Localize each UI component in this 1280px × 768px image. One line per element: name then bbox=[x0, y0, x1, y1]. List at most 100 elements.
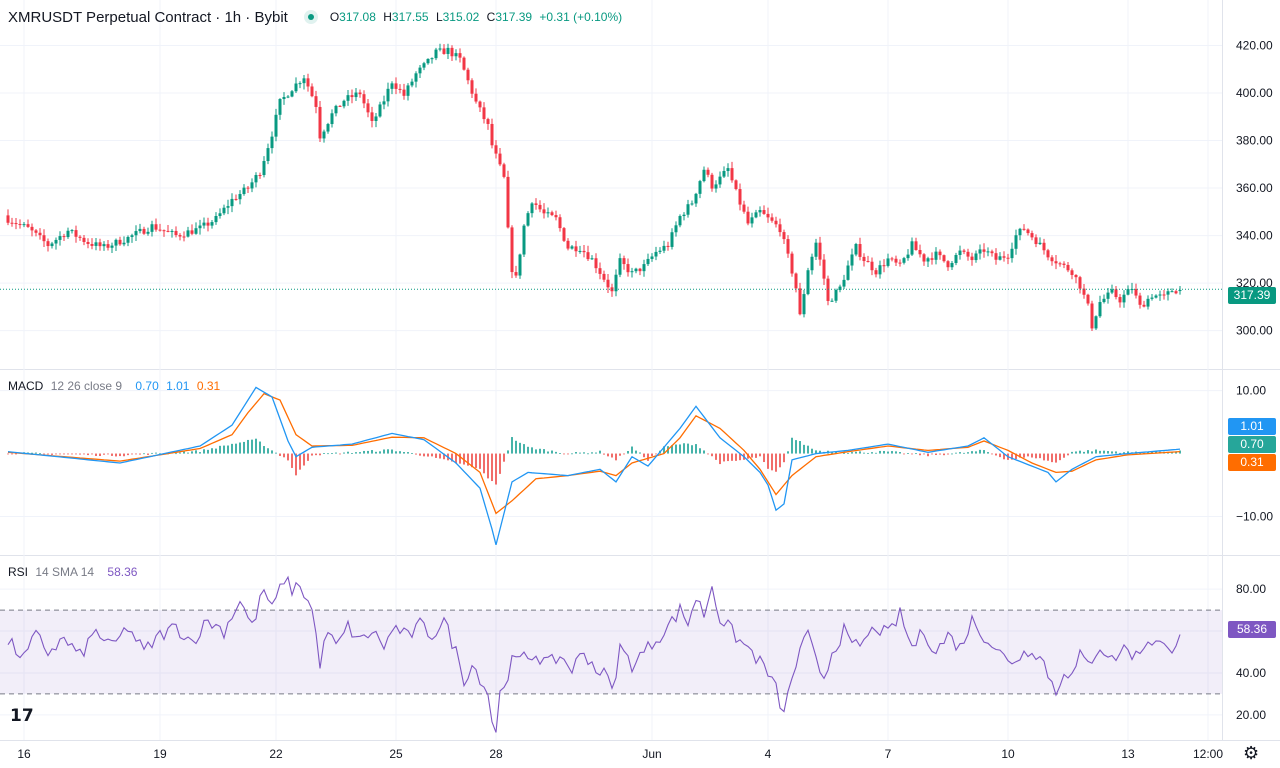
candle-body bbox=[178, 235, 182, 237]
candle-body bbox=[714, 184, 718, 189]
macd-histogram-bar bbox=[583, 452, 585, 454]
candle-body bbox=[150, 224, 154, 232]
macd-histogram-bar bbox=[95, 453, 97, 456]
candle-body bbox=[378, 104, 382, 117]
candle-body bbox=[34, 230, 38, 233]
macd-histogram-bar bbox=[471, 453, 473, 468]
candle-body bbox=[450, 47, 454, 57]
candle-body bbox=[1150, 297, 1154, 299]
candle-body bbox=[774, 220, 778, 225]
candle-body bbox=[190, 230, 194, 234]
candle-body bbox=[426, 58, 430, 64]
tradingview-logo-icon[interactable]: 17 bbox=[10, 706, 34, 726]
x-tick-label: 19 bbox=[153, 747, 167, 761]
candle-body bbox=[654, 251, 658, 257]
macd-histogram-bar bbox=[1147, 451, 1149, 454]
candle-body bbox=[994, 253, 998, 260]
macd-signal-line bbox=[7, 392, 1181, 515]
macd-histogram-bar bbox=[455, 453, 457, 464]
candle-body bbox=[466, 69, 470, 81]
candle-body bbox=[1034, 237, 1038, 245]
candle-body bbox=[690, 203, 694, 205]
macd-histogram-bar bbox=[759, 453, 761, 457]
candle-body bbox=[78, 236, 82, 238]
macd-legend[interactable]: MACD 12 26 close 9 0.70 1.01 0.31 bbox=[8, 379, 224, 393]
macd-histogram-bar bbox=[859, 451, 861, 454]
candle-body bbox=[114, 239, 118, 246]
macd-histogram-bar bbox=[59, 453, 61, 455]
macd-histogram-bar bbox=[219, 445, 221, 454]
candle-body bbox=[906, 254, 910, 259]
symbol-title[interactable]: XMRUSDT Perpetual Contract · 1h · Bybit bbox=[8, 8, 288, 26]
candle-body bbox=[1174, 291, 1178, 294]
macd-histogram-bar bbox=[599, 450, 601, 454]
macd-histogram-bar bbox=[663, 446, 665, 454]
macd-histogram-bar bbox=[1011, 453, 1013, 460]
candle-body bbox=[430, 58, 434, 60]
candle-body bbox=[1058, 263, 1062, 265]
macd-histogram-bar bbox=[1103, 450, 1105, 454]
candle-body bbox=[38, 232, 42, 236]
candle-body bbox=[334, 105, 338, 114]
candle-body bbox=[478, 101, 482, 108]
macd-histogram-bar bbox=[463, 453, 465, 465]
candle-body bbox=[10, 222, 14, 224]
candle-body bbox=[1146, 298, 1150, 307]
macd-histogram-bar bbox=[115, 453, 117, 457]
macd-histogram-bar bbox=[459, 453, 461, 464]
macd-histogram-bar bbox=[395, 451, 397, 454]
macd-histogram-bar bbox=[135, 453, 137, 455]
candle-body bbox=[382, 101, 386, 105]
candle-body bbox=[946, 261, 950, 268]
candle-body bbox=[1062, 263, 1066, 265]
candle-body bbox=[890, 258, 894, 260]
macd-histogram-bar bbox=[79, 453, 81, 455]
macd-histogram-bar bbox=[147, 453, 149, 455]
candle-body bbox=[230, 198, 234, 207]
macd-histogram-bar bbox=[683, 443, 685, 454]
candle-body bbox=[106, 244, 110, 248]
macd-histogram-bar bbox=[715, 453, 717, 460]
macd-histogram-bar bbox=[11, 453, 13, 455]
candle-body bbox=[326, 124, 330, 132]
macd-histogram-bar bbox=[711, 453, 713, 457]
rsi-legend[interactable]: RSI 14 SMA 14 58.36 bbox=[8, 565, 141, 579]
candle-body bbox=[778, 224, 782, 233]
candle-body bbox=[886, 258, 890, 266]
macd-histogram-bar bbox=[323, 453, 325, 454]
x-tick-label: 12:00 bbox=[1193, 747, 1223, 761]
macd-histogram-bar bbox=[895, 451, 897, 454]
macd-histogram-bar bbox=[267, 448, 269, 454]
macd-histogram-bar bbox=[291, 453, 293, 468]
candle-body bbox=[934, 251, 938, 260]
macd-histogram-bar bbox=[967, 452, 969, 454]
macd-histogram-bar bbox=[347, 451, 349, 454]
macd-histogram-bar bbox=[523, 444, 525, 454]
candle-body bbox=[362, 94, 366, 104]
candle-body bbox=[846, 265, 850, 280]
candle-body bbox=[718, 176, 722, 185]
macd-histogram-bar bbox=[687, 443, 689, 454]
macd-histogram-bar bbox=[27, 452, 29, 454]
candle-body bbox=[258, 175, 262, 177]
candle-body bbox=[474, 93, 478, 102]
macd-histogram-bar bbox=[367, 450, 369, 454]
candle-body bbox=[750, 217, 754, 224]
candle-body bbox=[510, 227, 514, 273]
macd-histogram-bar bbox=[695, 444, 697, 454]
candle-body bbox=[30, 226, 34, 231]
candle-body bbox=[630, 271, 634, 273]
macd-histogram-bar bbox=[287, 453, 289, 461]
candle-body bbox=[442, 48, 446, 54]
candle-body bbox=[118, 239, 122, 245]
macd-name: MACD bbox=[8, 379, 44, 393]
gear-icon[interactable]: ⚙ bbox=[1243, 743, 1260, 764]
macd-histogram-bar bbox=[283, 453, 285, 458]
candle-body bbox=[402, 89, 406, 96]
candle-body bbox=[950, 263, 954, 268]
candle-body bbox=[62, 236, 66, 238]
macd-histogram-bar bbox=[847, 452, 849, 454]
candle-body bbox=[546, 212, 550, 214]
macd-histogram-bar bbox=[1095, 449, 1097, 454]
